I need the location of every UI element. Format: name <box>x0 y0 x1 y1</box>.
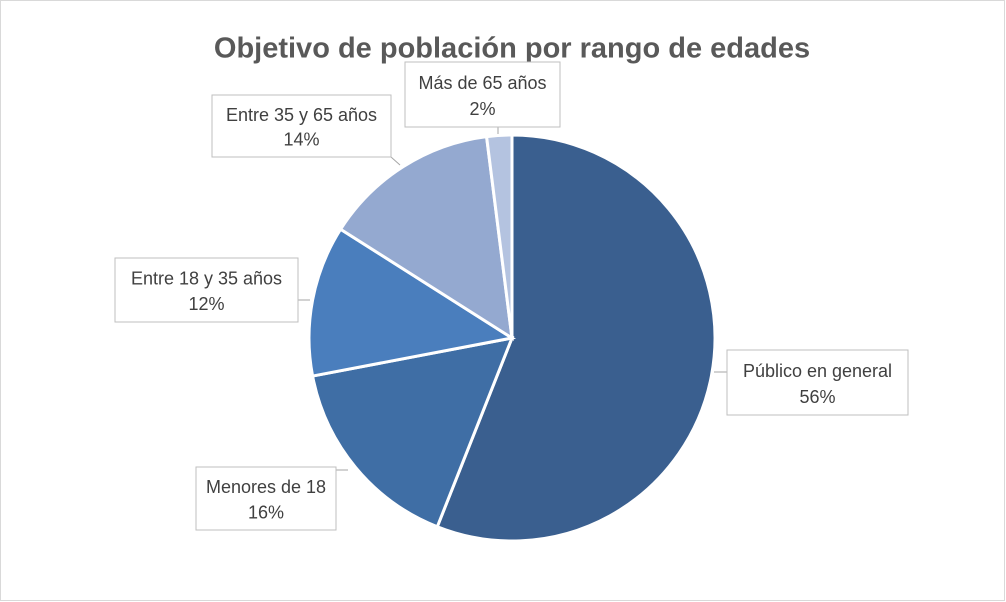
label-box <box>726 349 909 416</box>
pie-slice <box>338 134 514 341</box>
data-label-value: 14% <box>283 130 319 150</box>
leader-line <box>390 156 401 166</box>
data-label-value: 56% <box>799 387 835 407</box>
pie-slice <box>310 336 515 529</box>
data-label-name: Público en general <box>743 361 892 381</box>
pie-slice <box>307 227 517 378</box>
pie-slice <box>484 133 514 339</box>
label-box <box>211 94 392 158</box>
data-label-name: Menores de 18 <box>206 477 326 497</box>
label-box <box>404 61 561 128</box>
data-label-value: 16% <box>248 502 284 522</box>
pie-slice <box>435 133 717 543</box>
data-label-value: 2% <box>469 99 495 119</box>
label-box <box>195 466 337 531</box>
data-label-name: Entre 35 y 65 años <box>226 105 377 125</box>
label-box <box>114 257 299 323</box>
data-label-name: Más de 65 años <box>418 73 546 93</box>
data-label-value: 12% <box>188 294 224 314</box>
chart-title: Objetivo de población por rango de edade… <box>214 33 810 65</box>
data-label-name: Entre 18 y 35 años <box>131 269 282 289</box>
